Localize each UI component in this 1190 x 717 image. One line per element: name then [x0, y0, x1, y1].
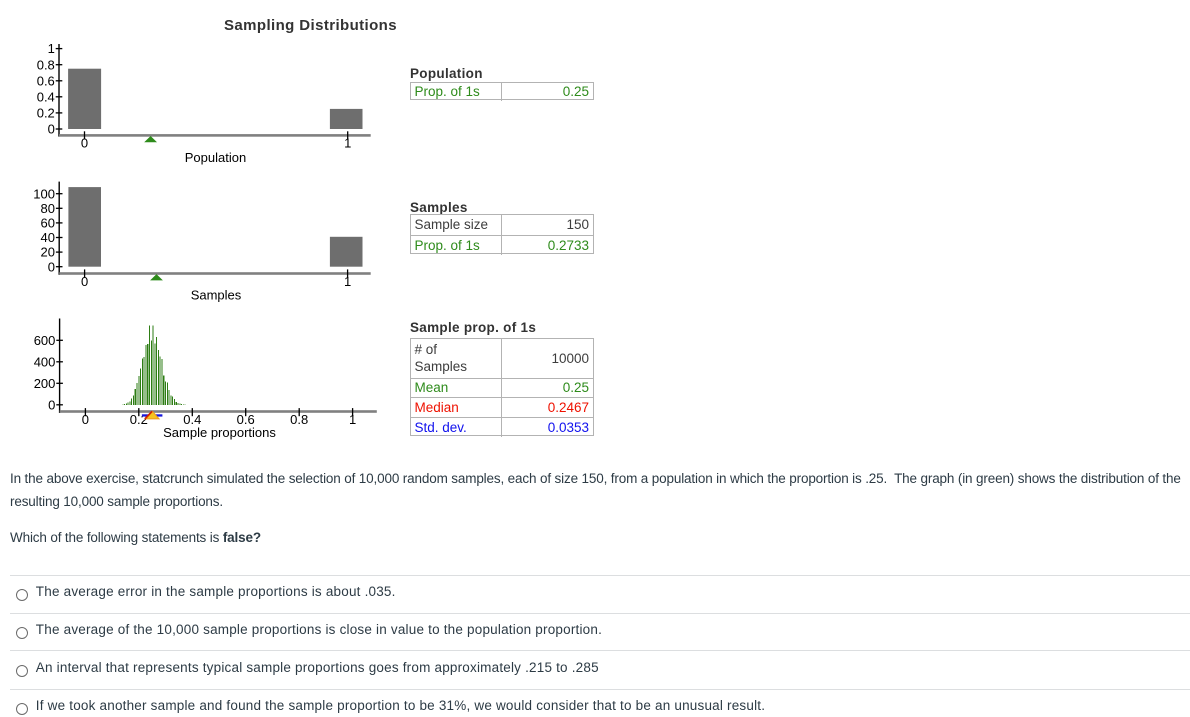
svg-text:0.4: 0.4 [183, 412, 201, 427]
svg-text:1: 1 [48, 41, 55, 56]
svg-text:20: 20 [41, 245, 55, 260]
svg-text:40: 40 [41, 230, 55, 245]
svg-text:0.8: 0.8 [37, 57, 55, 72]
svg-text:600: 600 [34, 333, 56, 348]
svg-text:0: 0 [48, 259, 55, 274]
svg-text:0.4: 0.4 [37, 89, 55, 104]
svg-text:60: 60 [41, 216, 55, 231]
svg-text:80: 80 [41, 201, 55, 216]
svg-text:1: 1 [344, 274, 351, 289]
svg-text:400: 400 [34, 354, 56, 369]
svg-text:0.8: 0.8 [290, 412, 308, 427]
svg-text:0: 0 [48, 122, 55, 137]
svg-text:0.2: 0.2 [37, 106, 55, 121]
svg-text:100: 100 [33, 186, 55, 201]
svg-text:0: 0 [82, 412, 89, 427]
svg-text:Population: Population [185, 150, 246, 165]
svg-text:1: 1 [349, 412, 356, 427]
svg-text:0.6: 0.6 [237, 412, 255, 427]
svg-text:200: 200 [34, 376, 56, 391]
svg-text:0.6: 0.6 [37, 73, 55, 88]
svg-text:Sample proportions: Sample proportions [163, 425, 276, 440]
svg-text:0: 0 [48, 397, 55, 412]
svg-text:Samples: Samples [191, 287, 242, 302]
svg-text:1: 1 [344, 136, 351, 151]
svg-text:0: 0 [81, 274, 88, 289]
svg-text:0: 0 [81, 136, 88, 151]
